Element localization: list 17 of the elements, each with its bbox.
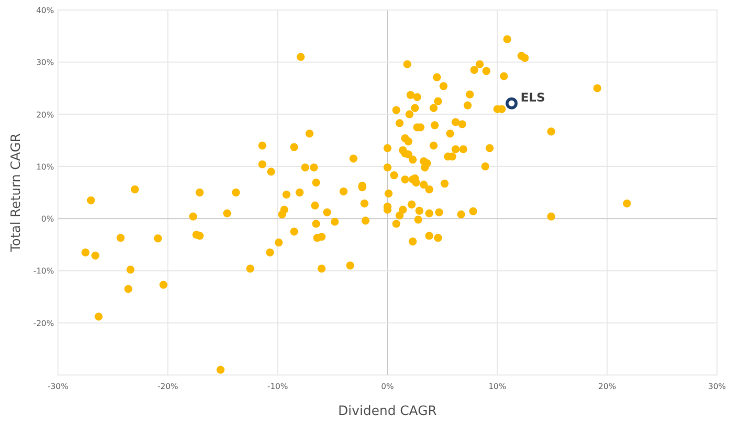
x-tick-label: 30% <box>708 382 726 391</box>
x-axis-title: Dividend CAGR <box>338 404 437 419</box>
x-tick-label: 10% <box>488 382 507 391</box>
x-tick-label: 20% <box>598 382 616 391</box>
x-tick-label: -10% <box>267 382 288 391</box>
y-axis-title: Total Return CAGR <box>9 133 24 253</box>
x-tick-label: -30% <box>48 382 69 391</box>
y-tick-label: 40% <box>36 6 54 15</box>
series-label: ELS <box>520 90 546 104</box>
y-tick-label: 30% <box>36 58 54 68</box>
y-tick-label: 0% <box>41 214 54 224</box>
x-tick-label: -20% <box>157 382 179 391</box>
y-tick-label: -10% <box>33 266 54 276</box>
x-tick-label: 0% <box>381 382 394 391</box>
y-tick-label: 10% <box>36 162 54 172</box>
y-tick-label: 20% <box>36 110 54 120</box>
y-tick-label: -20% <box>33 318 54 328</box>
